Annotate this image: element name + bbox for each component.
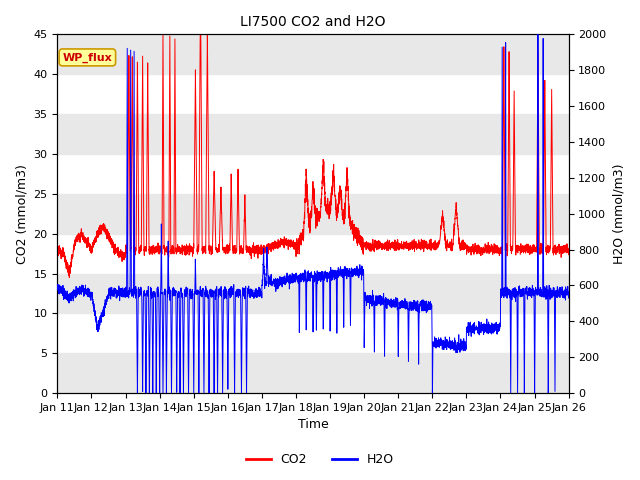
Legend: CO2, H2O: CO2, H2O <box>241 448 399 471</box>
Title: LI7500 CO2 and H2O: LI7500 CO2 and H2O <box>240 15 386 29</box>
Bar <box>58 274 568 313</box>
Text: WP_flux: WP_flux <box>63 52 112 62</box>
Y-axis label: CO2 (mmol/m3): CO2 (mmol/m3) <box>15 164 28 264</box>
Y-axis label: H2O (mmol/m3): H2O (mmol/m3) <box>612 164 625 264</box>
X-axis label: Time: Time <box>298 419 328 432</box>
Bar <box>58 35 568 74</box>
Bar <box>58 353 568 393</box>
Bar <box>58 194 568 234</box>
Bar <box>58 114 568 154</box>
